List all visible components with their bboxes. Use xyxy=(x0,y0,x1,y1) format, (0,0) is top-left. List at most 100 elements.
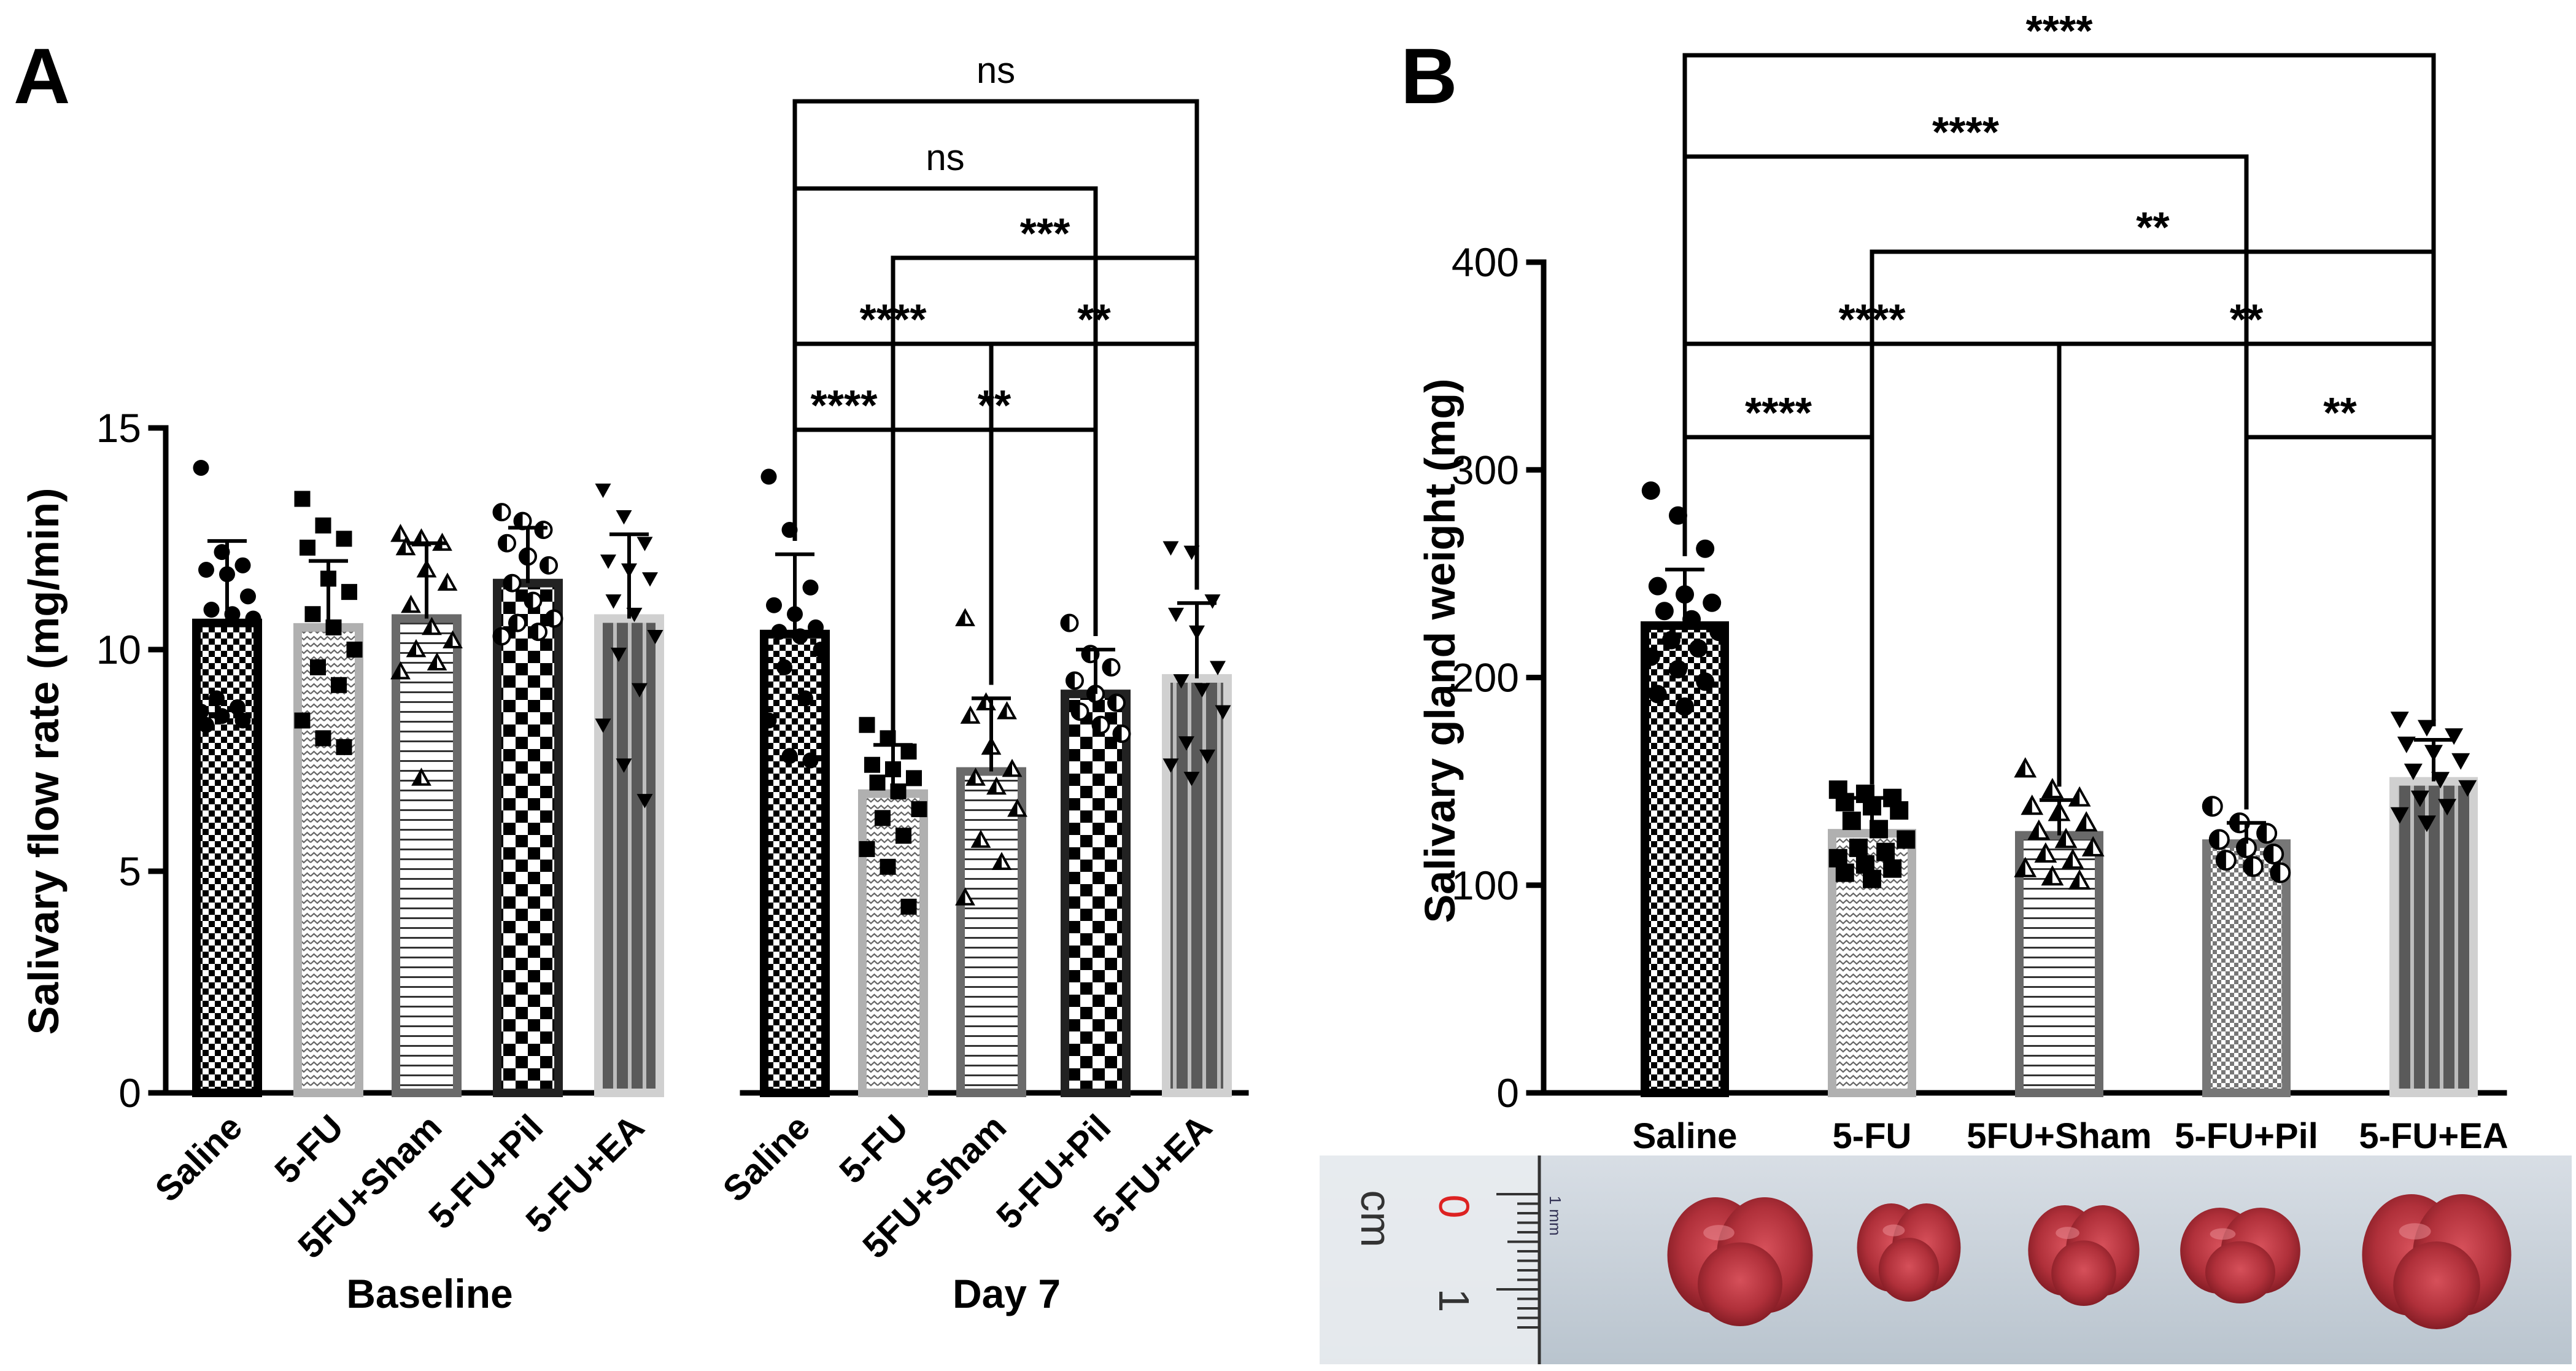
point-day-7-5-fu xyxy=(875,810,891,826)
point-baseline-5-fu xyxy=(346,642,363,658)
point-5-fu xyxy=(1849,838,1868,857)
point-baseline-saline xyxy=(193,704,209,720)
significance-bracket: ns xyxy=(792,50,1199,590)
point-5-fu-ea xyxy=(2390,712,2409,729)
panel-b-chart: Salivary gland weight (mg) 0 100 200 300 400… xyxy=(1416,7,2508,1156)
point-day-7-5-fu-ea xyxy=(1178,736,1194,751)
point-baseline-5-fu-ea xyxy=(595,483,611,499)
point-day-7-5-fu xyxy=(911,801,927,817)
significance-bracket: **** xyxy=(1682,389,1874,785)
point-5-fu-ea xyxy=(2390,807,2409,824)
x-tick-label-5-fu-pil: 5-FU+Pil xyxy=(2175,1116,2318,1156)
bar-day-7-5fu-sham xyxy=(956,767,1026,1098)
significance-label: ** xyxy=(2136,203,2170,251)
point-5-fu xyxy=(1897,830,1916,849)
point-day-7-saline xyxy=(808,619,824,635)
significance-label: **** xyxy=(1932,108,2000,156)
point-day-7-saline xyxy=(797,690,813,707)
point-baseline-5-fu-ea xyxy=(647,629,663,645)
x-tick-label-day-7-saline: Saline xyxy=(715,1107,818,1210)
panel-b-points xyxy=(1641,481,2477,890)
point-baseline-saline xyxy=(209,690,225,707)
point-baseline-5-fu xyxy=(315,517,331,534)
point-baseline-saline xyxy=(240,588,256,605)
point-saline xyxy=(1696,539,1715,558)
panel-b-brackets: ************** ****** ** xyxy=(1682,7,2436,810)
point-baseline-5-fu-ea xyxy=(616,758,632,773)
point-day-7-5-fu xyxy=(864,756,880,773)
point-5-fu-ea xyxy=(2445,728,2464,745)
point-saline xyxy=(1641,647,1660,666)
point-day-7-5-fu xyxy=(869,774,886,791)
panel-a-bars xyxy=(192,578,1232,1098)
bar-baseline-5-fu-ea xyxy=(594,614,664,1097)
point-day-7-5-fu-ea xyxy=(1173,674,1189,689)
bar-day-7-saline xyxy=(760,629,830,1097)
significance-bracket: ** xyxy=(1870,203,2436,785)
point-5-fu xyxy=(1835,863,1854,882)
point-baseline-5-fu xyxy=(315,730,331,747)
significance-bracket: *** xyxy=(891,209,1199,732)
point-day-7-5-fu-ea xyxy=(1183,771,1200,786)
point-5-fu-ea xyxy=(2458,780,2477,797)
point-day-7-5-fu xyxy=(900,898,917,915)
ruler-mm-label: 1 mm xyxy=(1546,1196,1565,1236)
point-5-fu-ea xyxy=(2431,772,2450,789)
panel-label-a: A xyxy=(14,33,70,120)
point-day-7-5-fu-ea xyxy=(1199,749,1215,764)
panel-a-y-axis-title: Salivary flow rate (mg/min) xyxy=(20,488,68,1035)
point-day-7-5-fu xyxy=(859,717,875,733)
x-tick-label-day-7-5-fu: 5-FU xyxy=(832,1107,916,1191)
y-tick-label: 200 xyxy=(1452,655,1519,701)
point-5-fu-ea xyxy=(2438,799,2457,816)
point-day-7-5-fu-ea xyxy=(1168,607,1184,623)
significance-label: ns xyxy=(977,50,1015,91)
point-baseline-saline xyxy=(198,562,214,578)
point-saline xyxy=(1641,481,1660,500)
salivary-gland-sample xyxy=(1667,1197,1813,1326)
point-saline xyxy=(1648,577,1667,596)
y-tick-label: 300 xyxy=(1452,447,1519,492)
significance-label: ** xyxy=(2230,295,2264,343)
point-saline xyxy=(1668,506,1687,525)
point-day-7-5-fu xyxy=(859,841,875,857)
point-day-7-5-fu-ea xyxy=(1194,683,1210,697)
point-5-fu-ea xyxy=(2451,753,2470,770)
point-baseline-5-fu xyxy=(336,530,352,547)
salivary-gland-sample xyxy=(2028,1205,2140,1306)
point-saline xyxy=(1676,697,1694,716)
ruler-unit-label: cm xyxy=(1352,1190,1400,1247)
x-tick-label-5fu-sham: 5FU+Sham xyxy=(1967,1116,2151,1156)
salivary-gland-sample xyxy=(1857,1203,1961,1302)
ruler-mark-0: 0 xyxy=(1430,1195,1478,1219)
point-saline xyxy=(1703,593,1722,612)
point-5-fu-ea xyxy=(2417,720,2436,737)
point-baseline-5-fu xyxy=(294,491,311,507)
point-baseline-5-fu-ea xyxy=(611,647,627,662)
point-baseline-saline xyxy=(203,602,220,618)
ruler: cm 0 1 1 mm xyxy=(1320,1155,1565,1364)
group-label-day7: Day 7 xyxy=(953,1271,1061,1316)
y-tick-label: 15 xyxy=(96,405,141,451)
bar-baseline-saline xyxy=(192,618,262,1097)
point-5-fu xyxy=(1890,801,1909,820)
point-baseline-5-fu-ea xyxy=(605,594,622,609)
point-day-7-5-fu-ea xyxy=(1210,661,1226,675)
point-baseline-5-fu-ea xyxy=(636,794,653,809)
point-baseline-5-fu-ea xyxy=(595,718,611,733)
point-baseline-5-fu-ea xyxy=(616,510,632,525)
panel-a-error-bars xyxy=(207,526,1216,794)
panel-b-x-labels: Saline 5-FU 5FU+Sham 5-FU+Pil 5-FU+EA xyxy=(1633,1116,2508,1156)
bar-baseline-5-fu xyxy=(293,623,363,1097)
point-day-7-saline xyxy=(813,642,829,658)
salivary-gland-sample xyxy=(2362,1194,2512,1329)
point-baseline-5-fu xyxy=(341,584,357,600)
point-day-7-5-fu-ea xyxy=(1215,705,1231,720)
gland-photo: cm 0 1 1 mm xyxy=(1320,1155,2572,1364)
point-saline xyxy=(1655,602,1674,621)
point-day-7-saline xyxy=(771,624,787,640)
point-5-fu-ea xyxy=(2417,815,2436,833)
point-saline xyxy=(1661,631,1681,650)
